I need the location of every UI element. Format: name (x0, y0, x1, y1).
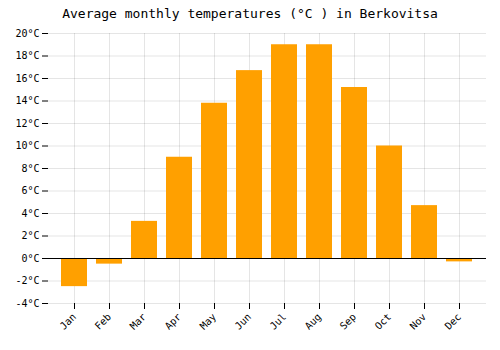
html-text:Average monthly temperatures (: Average monthly temperatures (°C ) in Be… (62, 6, 438, 21)
svg-text:14°C: 14°C (15, 95, 39, 106)
svg-text:8°C: 8°C (21, 163, 39, 174)
svg-text:Dec: Dec (443, 311, 464, 332)
svg-text:Apr: Apr (163, 311, 184, 332)
svg-text:6°C: 6°C (21, 185, 39, 196)
svg-text:18°C: 18°C (15, 50, 39, 61)
svg-text:Mar: Mar (128, 311, 149, 332)
svg-text:Sep: Sep (338, 311, 359, 332)
svg-text:10°C: 10°C (15, 140, 39, 151)
svg-text:May: May (198, 311, 219, 332)
svg-text:12°C: 12°C (15, 118, 39, 129)
svg-text:Oct: Oct (373, 311, 394, 332)
svg-text:-4°C: -4°C (15, 298, 39, 309)
svg-text:Jun: Jun (233, 311, 254, 332)
svg-text:Feb: Feb (93, 311, 114, 332)
svg-text:Jan: Jan (58, 311, 79, 332)
svg-text:Nov: Nov (408, 311, 429, 332)
svg-text:0°C: 0°C (21, 253, 39, 264)
svg-text:16°C: 16°C (15, 73, 39, 84)
svg-text:-2°C: -2°C (15, 275, 39, 286)
svg-text:2°C: 2°C (21, 230, 39, 241)
svg-text:20°C: 20°C (15, 28, 39, 39)
svg-text:4°C: 4°C (21, 208, 39, 219)
svg-text:Jul: Jul (268, 311, 289, 332)
svg-text:Aug: Aug (303, 311, 324, 332)
